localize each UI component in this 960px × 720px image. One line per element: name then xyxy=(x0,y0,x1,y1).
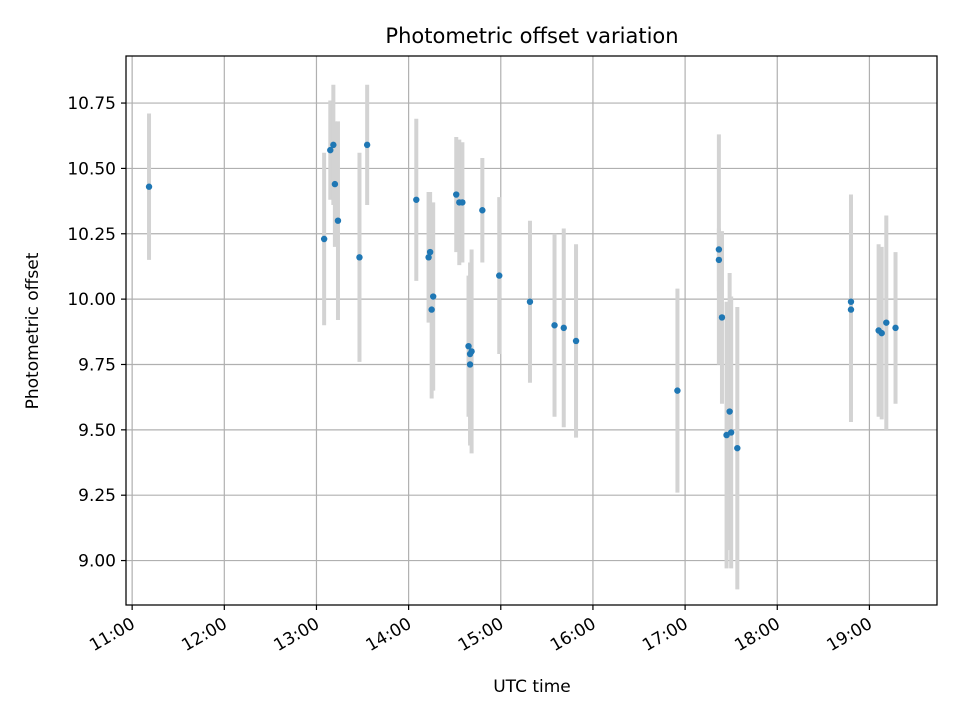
data-point xyxy=(468,348,475,355)
data-point xyxy=(496,272,503,279)
data-point xyxy=(734,444,741,452)
y-tick-label: 10.00 xyxy=(67,290,116,310)
data-point xyxy=(466,361,474,368)
data-points xyxy=(145,141,899,452)
data-point xyxy=(363,141,371,149)
y-tick-label: 10.25 xyxy=(67,225,116,245)
data-point xyxy=(334,217,342,224)
data-point xyxy=(465,342,472,350)
data-point xyxy=(847,298,855,305)
data-point xyxy=(847,306,855,313)
plot-frame xyxy=(125,55,938,606)
data-point xyxy=(426,248,434,256)
data-point xyxy=(145,183,153,190)
y-tick-label: 10.50 xyxy=(67,159,116,179)
data-point xyxy=(892,324,899,332)
y-tick-label: 9.75 xyxy=(78,355,116,375)
data-point xyxy=(453,191,460,198)
y-tick-label: 10.75 xyxy=(67,94,116,114)
data-point xyxy=(459,199,466,206)
data-point xyxy=(526,298,534,305)
data-point xyxy=(356,254,363,261)
data-point xyxy=(878,329,885,337)
data-point xyxy=(560,324,567,332)
data-point xyxy=(320,235,328,243)
data-point xyxy=(425,254,432,261)
data-point xyxy=(715,246,723,253)
data-point xyxy=(331,180,339,188)
data-point xyxy=(718,314,726,321)
data-point xyxy=(479,207,486,214)
data-point xyxy=(551,322,558,329)
x-axis-label: UTC time xyxy=(493,677,571,697)
data-point xyxy=(727,429,735,436)
y-tick-label: 9.25 xyxy=(78,486,116,506)
y-tick-label: 9.50 xyxy=(78,421,116,441)
data-point xyxy=(429,293,437,300)
data-point xyxy=(674,387,681,394)
y-axis-ticks: 9.00 9.25 9.50 9.75 10.00 10.25 10.50 10.75 xyxy=(67,94,126,572)
y-axis-label: Photometric offset xyxy=(23,252,43,409)
data-point xyxy=(327,146,334,154)
y-tick-label: 9.00 xyxy=(78,552,116,572)
data-point xyxy=(330,141,337,149)
data-point xyxy=(413,196,420,203)
data-point xyxy=(726,408,733,415)
data-point xyxy=(715,256,723,264)
chart-title: Photometric offset variation xyxy=(385,24,678,48)
data-point xyxy=(883,319,890,326)
data-point xyxy=(572,337,580,345)
data-point xyxy=(428,306,435,313)
